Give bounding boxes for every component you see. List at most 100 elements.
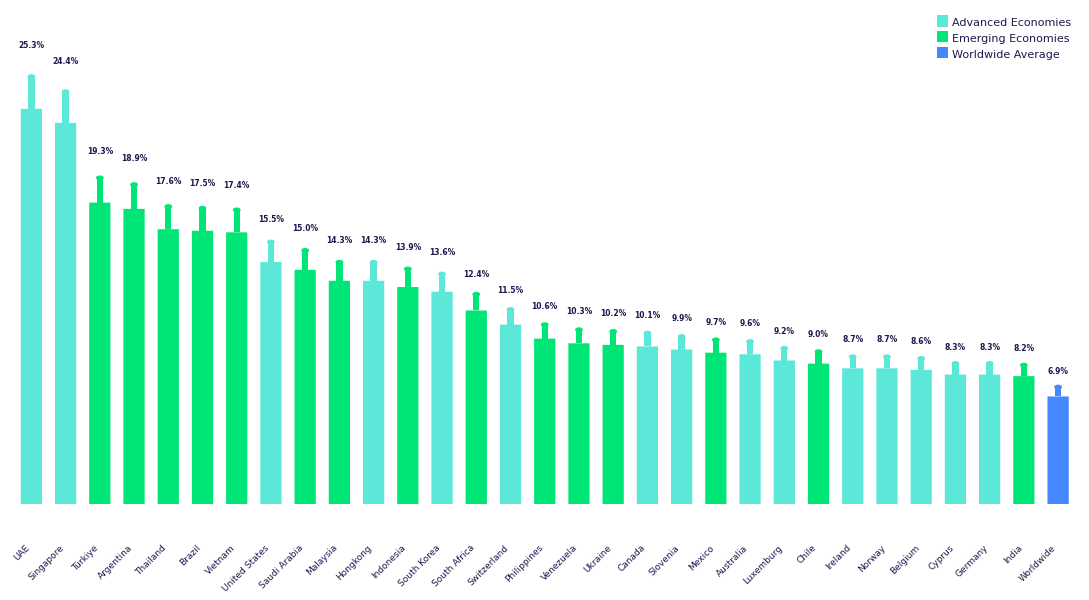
- FancyBboxPatch shape: [773, 361, 795, 505]
- FancyBboxPatch shape: [329, 281, 350, 505]
- FancyBboxPatch shape: [260, 262, 282, 505]
- FancyBboxPatch shape: [123, 209, 145, 505]
- Bar: [1020, 366, 1027, 376]
- FancyBboxPatch shape: [397, 287, 418, 505]
- Circle shape: [1055, 385, 1062, 389]
- Circle shape: [1020, 364, 1027, 367]
- FancyBboxPatch shape: [500, 325, 522, 505]
- Text: 18.9%: 18.9%: [121, 154, 147, 163]
- Text: 9.6%: 9.6%: [739, 319, 760, 328]
- FancyBboxPatch shape: [294, 270, 316, 505]
- Bar: [233, 211, 240, 232]
- Circle shape: [952, 362, 958, 365]
- Circle shape: [507, 308, 514, 311]
- Bar: [268, 243, 274, 262]
- Circle shape: [302, 249, 308, 252]
- Circle shape: [473, 293, 479, 296]
- Bar: [199, 209, 206, 231]
- Circle shape: [166, 205, 171, 208]
- Text: 17.5%: 17.5%: [189, 179, 216, 188]
- Bar: [645, 334, 650, 346]
- Circle shape: [576, 328, 583, 331]
- Text: 14.3%: 14.3%: [327, 236, 353, 245]
- Text: 8.3%: 8.3%: [979, 343, 1000, 352]
- Circle shape: [97, 176, 103, 179]
- Circle shape: [337, 260, 343, 264]
- Text: 6.9%: 6.9%: [1048, 367, 1068, 376]
- FancyBboxPatch shape: [877, 368, 897, 505]
- Text: 19.3%: 19.3%: [87, 147, 113, 156]
- Text: 10.3%: 10.3%: [566, 307, 592, 316]
- Text: 17.4%: 17.4%: [223, 181, 249, 190]
- Bar: [781, 349, 787, 361]
- Bar: [302, 251, 308, 270]
- FancyBboxPatch shape: [910, 370, 932, 505]
- Bar: [28, 77, 35, 109]
- Circle shape: [781, 347, 787, 350]
- Bar: [712, 341, 719, 353]
- Bar: [849, 358, 856, 368]
- FancyBboxPatch shape: [1048, 397, 1068, 505]
- Text: 14.3%: 14.3%: [360, 236, 387, 245]
- FancyBboxPatch shape: [945, 374, 966, 505]
- FancyBboxPatch shape: [637, 346, 658, 505]
- Bar: [439, 275, 445, 292]
- Bar: [1055, 388, 1062, 397]
- Bar: [816, 352, 822, 364]
- Circle shape: [439, 272, 445, 275]
- Circle shape: [370, 260, 377, 264]
- Legend: Advanced Economies, Emerging Economies, Worldwide Average: Advanced Economies, Emerging Economies, …: [932, 13, 1077, 65]
- Circle shape: [645, 331, 650, 335]
- Text: 13.9%: 13.9%: [394, 243, 421, 252]
- Circle shape: [199, 206, 206, 210]
- FancyBboxPatch shape: [534, 338, 555, 505]
- Circle shape: [28, 75, 35, 78]
- Circle shape: [747, 340, 754, 343]
- FancyBboxPatch shape: [54, 123, 76, 505]
- Circle shape: [987, 362, 993, 365]
- Text: 12.4%: 12.4%: [463, 270, 489, 279]
- Bar: [918, 359, 925, 370]
- Bar: [576, 331, 583, 343]
- FancyBboxPatch shape: [431, 292, 453, 505]
- FancyBboxPatch shape: [227, 232, 247, 505]
- Circle shape: [816, 350, 822, 353]
- FancyBboxPatch shape: [808, 364, 829, 505]
- Bar: [678, 337, 685, 350]
- Text: 15.5%: 15.5%: [258, 215, 284, 224]
- Text: 24.4%: 24.4%: [52, 56, 78, 65]
- Circle shape: [233, 208, 240, 212]
- Text: 10.6%: 10.6%: [531, 302, 558, 311]
- Text: 8.2%: 8.2%: [1013, 344, 1035, 353]
- FancyBboxPatch shape: [671, 350, 693, 505]
- Text: 15.0%: 15.0%: [292, 224, 318, 233]
- Circle shape: [678, 335, 685, 338]
- FancyBboxPatch shape: [158, 229, 179, 505]
- Text: 10.2%: 10.2%: [600, 309, 626, 318]
- Bar: [131, 185, 137, 209]
- Circle shape: [918, 357, 925, 360]
- Text: 9.9%: 9.9%: [671, 314, 693, 323]
- FancyBboxPatch shape: [89, 203, 110, 505]
- Bar: [884, 358, 890, 368]
- Bar: [507, 310, 514, 325]
- Bar: [166, 208, 171, 229]
- Text: 25.3%: 25.3%: [19, 41, 45, 50]
- FancyBboxPatch shape: [568, 343, 589, 505]
- Text: 9.0%: 9.0%: [808, 330, 829, 339]
- Text: 8.7%: 8.7%: [877, 335, 897, 344]
- Bar: [541, 325, 548, 338]
- Circle shape: [62, 90, 69, 94]
- Circle shape: [131, 183, 137, 186]
- FancyBboxPatch shape: [1013, 376, 1035, 505]
- Circle shape: [405, 267, 411, 271]
- Bar: [952, 364, 958, 374]
- FancyBboxPatch shape: [466, 310, 487, 505]
- Text: 11.5%: 11.5%: [498, 286, 524, 295]
- Text: 9.7%: 9.7%: [706, 317, 726, 326]
- Text: 8.6%: 8.6%: [910, 337, 932, 346]
- Circle shape: [610, 330, 616, 333]
- Bar: [97, 179, 103, 203]
- Bar: [987, 364, 993, 374]
- Bar: [747, 343, 754, 354]
